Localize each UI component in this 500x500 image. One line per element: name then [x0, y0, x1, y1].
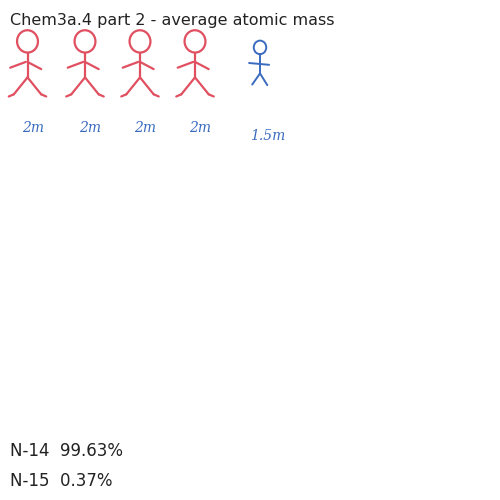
- Text: 2m: 2m: [22, 122, 44, 136]
- Text: 1.5m: 1.5m: [250, 129, 285, 143]
- Text: N-15  0.37%: N-15 0.37%: [10, 472, 113, 490]
- Text: 2m: 2m: [189, 122, 211, 136]
- Text: 2m: 2m: [134, 122, 156, 136]
- Text: Chem3a.4 part 2 - average atomic mass: Chem3a.4 part 2 - average atomic mass: [10, 12, 334, 28]
- Text: 2m: 2m: [79, 122, 101, 136]
- Text: N-14  99.63%: N-14 99.63%: [10, 442, 123, 460]
